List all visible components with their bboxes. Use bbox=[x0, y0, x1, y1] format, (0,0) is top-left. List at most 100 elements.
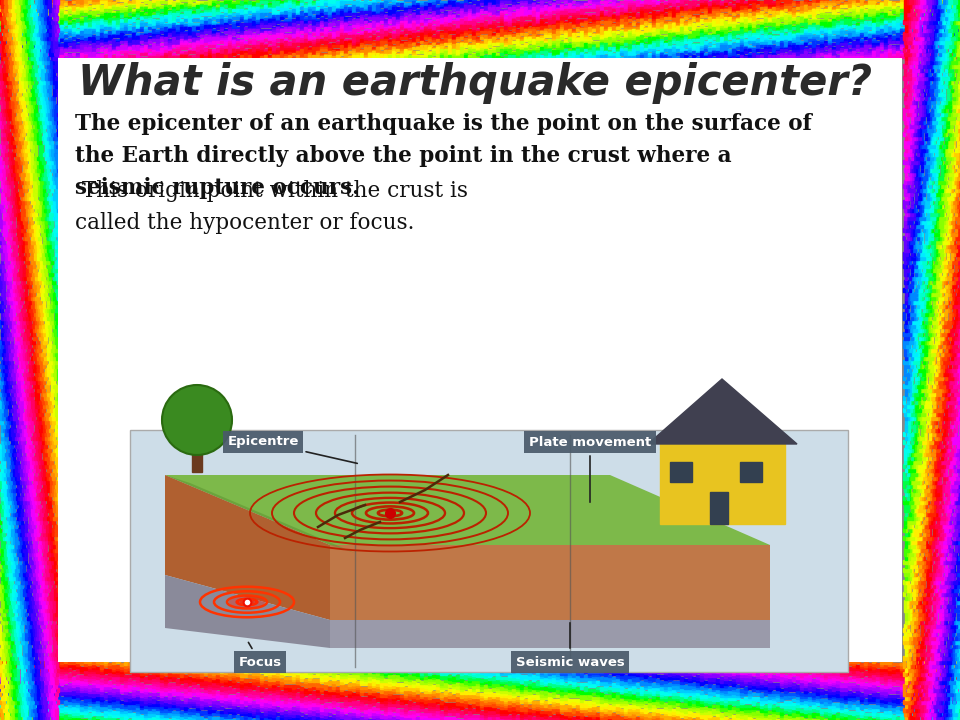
Polygon shape bbox=[228, 667, 232, 669]
Polygon shape bbox=[828, 13, 832, 15]
Polygon shape bbox=[39, 44, 41, 48]
Polygon shape bbox=[244, 686, 248, 688]
Polygon shape bbox=[948, 44, 950, 48]
Polygon shape bbox=[660, 9, 664, 11]
Polygon shape bbox=[484, 17, 488, 19]
Polygon shape bbox=[1, 612, 3, 616]
Polygon shape bbox=[933, 576, 935, 580]
Polygon shape bbox=[236, 709, 240, 711]
Polygon shape bbox=[864, 686, 868, 688]
Polygon shape bbox=[396, 663, 400, 665]
Polygon shape bbox=[915, 700, 917, 704]
Polygon shape bbox=[472, 683, 476, 685]
Polygon shape bbox=[4, 332, 6, 336]
Polygon shape bbox=[468, 13, 472, 15]
Polygon shape bbox=[28, 14, 32, 16]
Polygon shape bbox=[956, 180, 958, 184]
Polygon shape bbox=[24, 698, 28, 700]
Polygon shape bbox=[692, 34, 696, 36]
Polygon shape bbox=[324, 27, 328, 29]
Polygon shape bbox=[22, 432, 24, 436]
Polygon shape bbox=[628, 1, 632, 3]
Polygon shape bbox=[408, 714, 412, 716]
Polygon shape bbox=[832, 31, 836, 33]
Polygon shape bbox=[932, 148, 934, 152]
Polygon shape bbox=[836, 55, 840, 57]
Polygon shape bbox=[942, 424, 944, 428]
Polygon shape bbox=[860, 20, 864, 22]
Polygon shape bbox=[46, 328, 48, 332]
Polygon shape bbox=[904, 663, 908, 665]
Polygon shape bbox=[136, 45, 140, 47]
Polygon shape bbox=[46, 152, 48, 156]
Polygon shape bbox=[600, 673, 604, 675]
Polygon shape bbox=[952, 244, 954, 248]
Polygon shape bbox=[33, 100, 35, 104]
Polygon shape bbox=[937, 320, 939, 324]
Polygon shape bbox=[24, 404, 26, 408]
Polygon shape bbox=[35, 640, 37, 644]
Polygon shape bbox=[916, 584, 918, 588]
Polygon shape bbox=[943, 232, 945, 236]
Polygon shape bbox=[744, 678, 748, 680]
Polygon shape bbox=[304, 673, 308, 675]
Polygon shape bbox=[936, 706, 940, 708]
Polygon shape bbox=[28, 76, 30, 80]
Polygon shape bbox=[200, 55, 204, 57]
Polygon shape bbox=[35, 684, 37, 688]
Polygon shape bbox=[57, 0, 59, 4]
Polygon shape bbox=[50, 304, 52, 308]
Polygon shape bbox=[424, 25, 428, 27]
Polygon shape bbox=[756, 674, 760, 676]
Polygon shape bbox=[937, 276, 939, 280]
Polygon shape bbox=[748, 13, 752, 15]
Polygon shape bbox=[900, 44, 904, 46]
Polygon shape bbox=[120, 28, 124, 30]
Polygon shape bbox=[956, 296, 958, 300]
Polygon shape bbox=[660, 705, 664, 707]
Polygon shape bbox=[958, 564, 960, 568]
Polygon shape bbox=[924, 717, 928, 719]
Polygon shape bbox=[56, 30, 60, 32]
Polygon shape bbox=[72, 718, 76, 720]
Polygon shape bbox=[740, 715, 744, 717]
Polygon shape bbox=[959, 88, 960, 92]
Polygon shape bbox=[440, 44, 444, 46]
Polygon shape bbox=[47, 36, 49, 40]
Polygon shape bbox=[416, 663, 420, 665]
Polygon shape bbox=[636, 661, 640, 663]
Polygon shape bbox=[1, 172, 3, 176]
Polygon shape bbox=[700, 707, 704, 709]
Polygon shape bbox=[15, 504, 17, 508]
Polygon shape bbox=[652, 17, 656, 19]
Polygon shape bbox=[164, 665, 168, 667]
Polygon shape bbox=[929, 264, 931, 268]
Polygon shape bbox=[136, 11, 140, 13]
Polygon shape bbox=[848, 704, 852, 706]
Polygon shape bbox=[958, 116, 960, 120]
Polygon shape bbox=[918, 224, 920, 228]
Polygon shape bbox=[27, 692, 29, 696]
Polygon shape bbox=[492, 5, 496, 7]
Polygon shape bbox=[780, 681, 784, 683]
Polygon shape bbox=[780, 30, 784, 32]
Polygon shape bbox=[916, 692, 920, 694]
Polygon shape bbox=[937, 260, 939, 264]
Polygon shape bbox=[934, 672, 936, 676]
Polygon shape bbox=[924, 80, 926, 84]
Polygon shape bbox=[903, 332, 905, 336]
Polygon shape bbox=[428, 706, 432, 708]
Polygon shape bbox=[308, 695, 312, 697]
Polygon shape bbox=[712, 14, 716, 16]
Polygon shape bbox=[4, 20, 6, 24]
Polygon shape bbox=[30, 472, 32, 476]
Polygon shape bbox=[808, 27, 812, 29]
Polygon shape bbox=[436, 695, 440, 697]
Polygon shape bbox=[560, 689, 564, 691]
Polygon shape bbox=[504, 670, 508, 672]
Polygon shape bbox=[955, 60, 957, 64]
Polygon shape bbox=[951, 584, 953, 588]
Polygon shape bbox=[668, 30, 672, 32]
Polygon shape bbox=[780, 678, 784, 680]
Polygon shape bbox=[280, 702, 284, 704]
